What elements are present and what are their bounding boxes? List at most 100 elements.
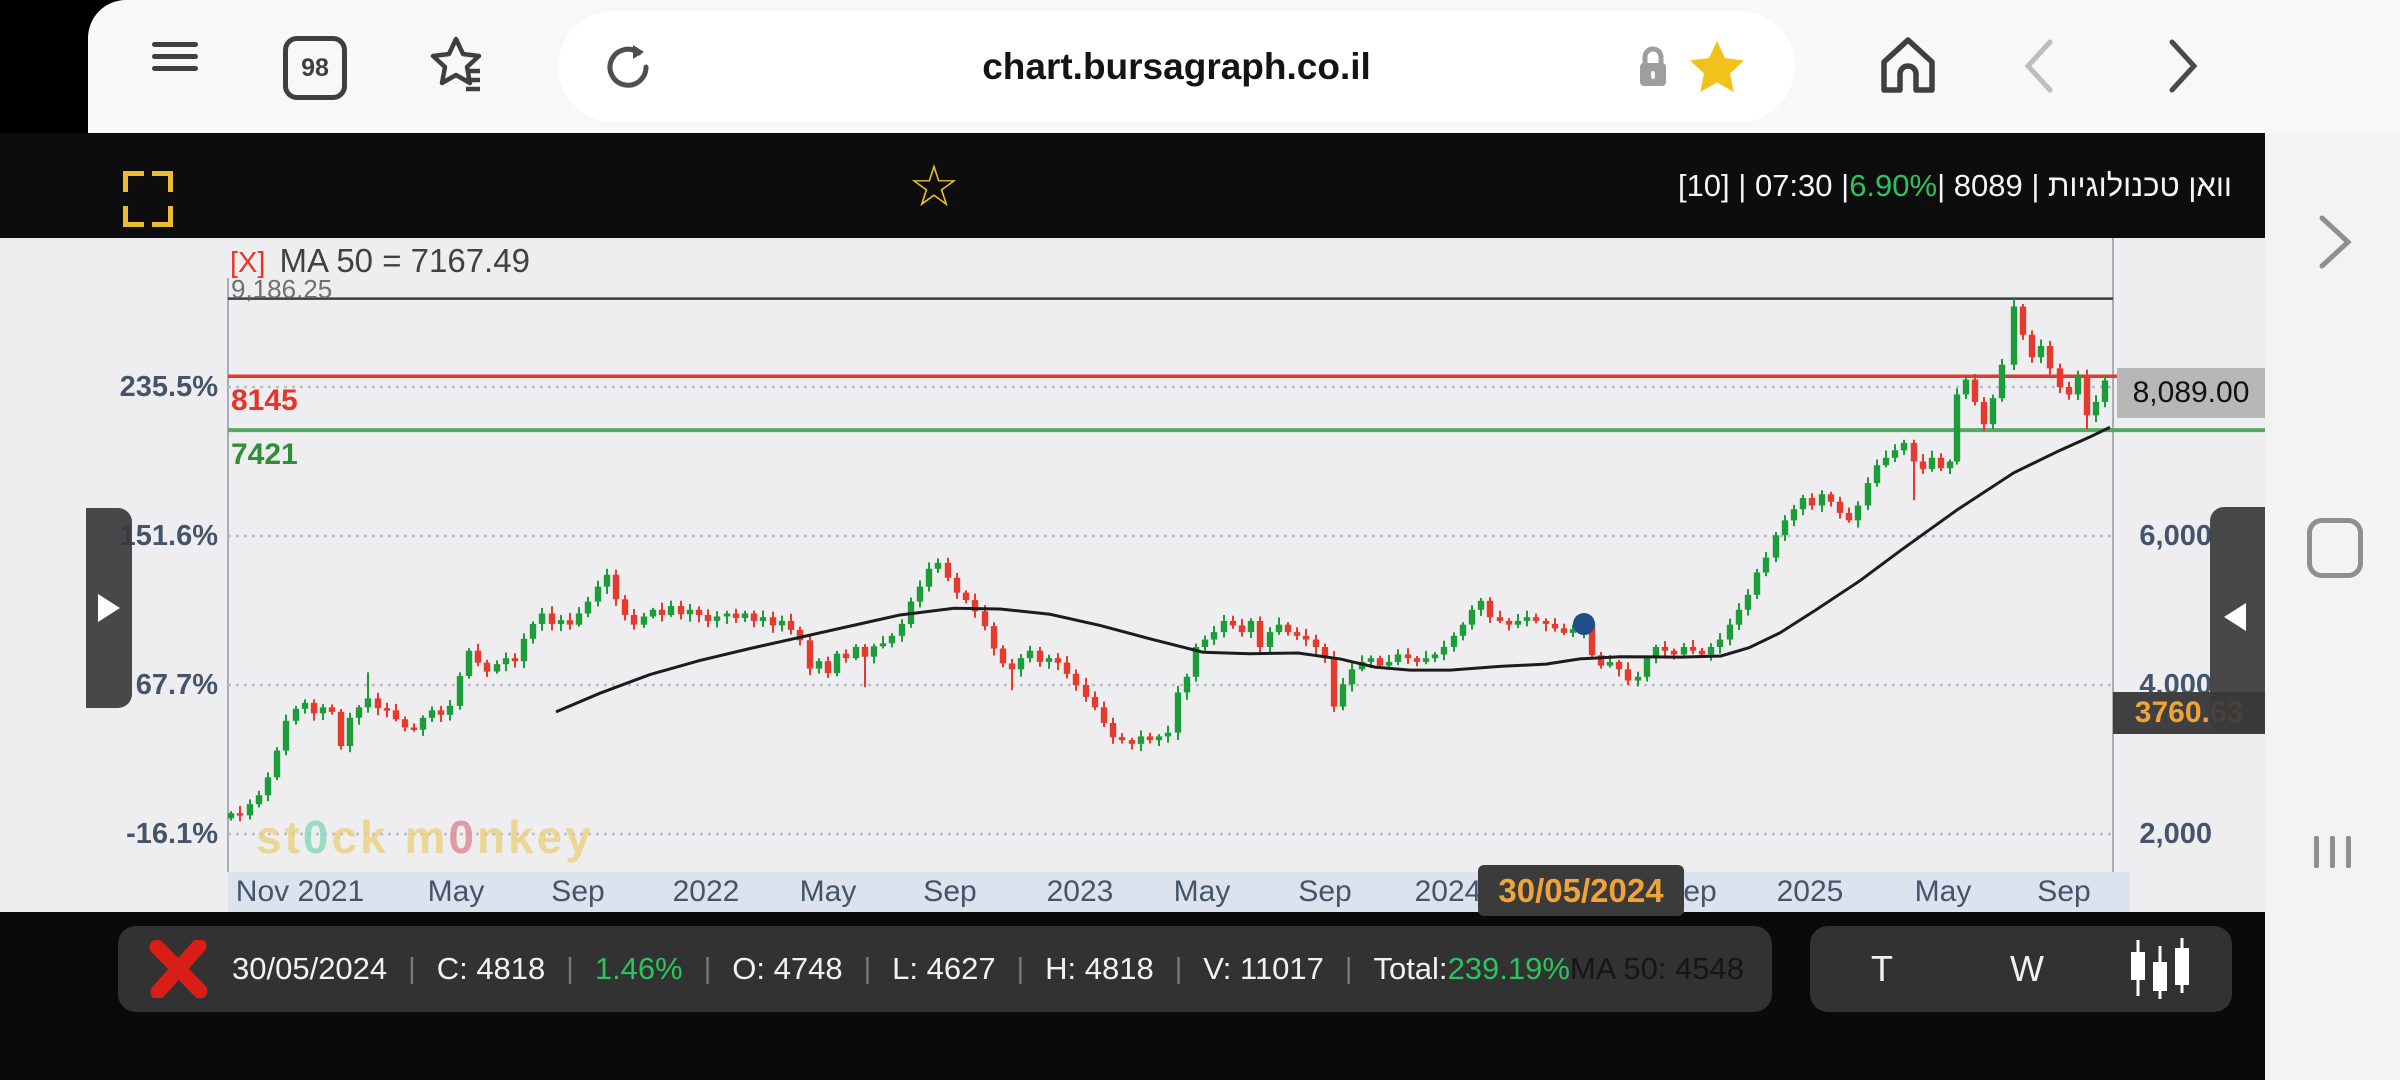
candle-body — [1247, 620, 1255, 633]
home-icon[interactable] — [1876, 32, 1940, 98]
ticker-part1: [10] | 07:30 | — [1677, 167, 1850, 203]
x-axis-label: Nov 2021 — [235, 875, 365, 908]
candle-body — [1450, 635, 1458, 648]
x-axis-label: May — [1914, 875, 1972, 908]
right-panel-toggle[interactable] — [2210, 507, 2265, 733]
candle-body — [1128, 740, 1136, 744]
candle-body — [584, 601, 592, 614]
info-total-pct: 239.19% — [1447, 951, 1570, 986]
chart-app-header: ☆ [10] | 07:30 | 6.90% | 8089 | וואן טכנ… — [0, 133, 2265, 238]
x-axis-label: May — [1173, 875, 1231, 908]
candle-body — [538, 613, 546, 624]
candle-body — [310, 702, 318, 714]
candle-body — [1854, 505, 1862, 521]
candle-body — [1155, 736, 1163, 741]
bookmark-star-icon[interactable] — [1687, 37, 1747, 97]
candle-body — [750, 613, 758, 621]
candle-body — [520, 638, 528, 662]
nav-recents-button[interactable] — [2265, 836, 2400, 868]
candle-body — [575, 613, 583, 625]
candle-body — [1891, 450, 1899, 458]
candle-body — [1468, 609, 1476, 625]
candle-body — [1045, 658, 1053, 662]
candle-body — [1339, 684, 1347, 707]
candle-body — [732, 613, 740, 618]
url-bar[interactable]: chart.bursagraph.co.il — [558, 11, 1795, 122]
candle-body — [1183, 676, 1191, 693]
candle-body — [1302, 635, 1310, 640]
candle-body — [630, 614, 638, 625]
candle-body — [401, 719, 409, 728]
candle-body — [870, 646, 878, 657]
candle-body — [1735, 609, 1743, 625]
candle-body — [1962, 379, 1970, 395]
candle-body — [861, 647, 869, 657]
candle-body — [796, 629, 804, 641]
candle-body — [2065, 387, 2073, 395]
timeframe-tick-button[interactable]: T — [1871, 948, 1893, 989]
candle-body — [1569, 629, 1577, 633]
candle-body — [1542, 620, 1550, 624]
candle-body — [1330, 658, 1338, 707]
candle-body — [1762, 557, 1770, 573]
expand-left-icon — [2224, 603, 2246, 631]
candle-body — [1118, 737, 1126, 741]
candle-body — [374, 698, 382, 709]
candle-body — [879, 643, 887, 647]
candle-body — [815, 661, 823, 669]
candle-body — [1624, 669, 1632, 681]
close-crosshair-button[interactable] — [148, 940, 208, 998]
url-text[interactable]: chart.bursagraph.co.il — [982, 45, 1371, 87]
back-icon[interactable] — [2016, 36, 2062, 96]
candle-body — [999, 648, 1007, 664]
candle-body — [1937, 457, 1945, 469]
candle-body — [282, 720, 290, 751]
tabs-counter-button[interactable]: 98 — [283, 36, 347, 100]
ma50-line — [555, 425, 2111, 714]
candle-body — [1827, 494, 1835, 502]
candle-body — [1753, 572, 1761, 595]
left-panel-toggle[interactable] — [86, 508, 132, 708]
candle-body — [456, 676, 464, 706]
candle-body — [1440, 647, 1448, 655]
candle-body — [1082, 685, 1090, 697]
candle-body — [2092, 401, 2100, 416]
candle-body — [1716, 639, 1724, 648]
candle-body — [227, 813, 235, 819]
candle-body — [1698, 650, 1706, 655]
forward-icon[interactable] — [2160, 36, 2206, 96]
x-axis-label: 2022 — [672, 875, 740, 908]
candle-body — [392, 710, 400, 720]
candle-body — [1496, 617, 1504, 621]
candlestick-plot[interactable] — [0, 238, 2265, 872]
candle-body — [723, 613, 731, 617]
candle-body — [1998, 364, 2006, 399]
candle-body — [502, 658, 510, 665]
timeframe-week-button[interactable]: W — [2010, 948, 2044, 989]
candle-body — [328, 707, 336, 712]
candle-body — [1431, 654, 1439, 659]
candle-body — [649, 609, 657, 617]
x-axis-label: Sep — [1298, 875, 1352, 908]
chart-style-button[interactable] — [2120, 926, 2200, 1012]
nav-home-button[interactable] — [2307, 518, 2363, 578]
timeframe-toolbar: T W — [1810, 926, 2232, 1012]
remove-indicator-button[interactable]: [X] — [230, 247, 266, 279]
candle-body — [1873, 465, 1881, 484]
candle-body — [888, 635, 896, 644]
menu-icon[interactable] — [152, 35, 198, 78]
candle-body — [833, 653, 841, 674]
chart-area[interactable]: [X] MA 50 = 7167.49 9,186.25 8145 7421 23… — [0, 238, 2265, 916]
candle-body — [1486, 600, 1494, 618]
candle-body — [557, 620, 565, 624]
reload-icon[interactable] — [600, 39, 656, 95]
candle-body — [806, 640, 814, 669]
candle-body — [1845, 512, 1853, 521]
favorite-star-icon[interactable]: ☆ — [908, 152, 960, 220]
nav-back-chevron-icon[interactable] — [2315, 213, 2355, 276]
bookmarks-icon[interactable] — [426, 33, 492, 99]
candle-body — [1459, 624, 1467, 636]
fullscreen-icon[interactable] — [123, 171, 173, 227]
info-date: 30/05/2024 — [232, 951, 388, 986]
candle-body — [1072, 673, 1080, 685]
